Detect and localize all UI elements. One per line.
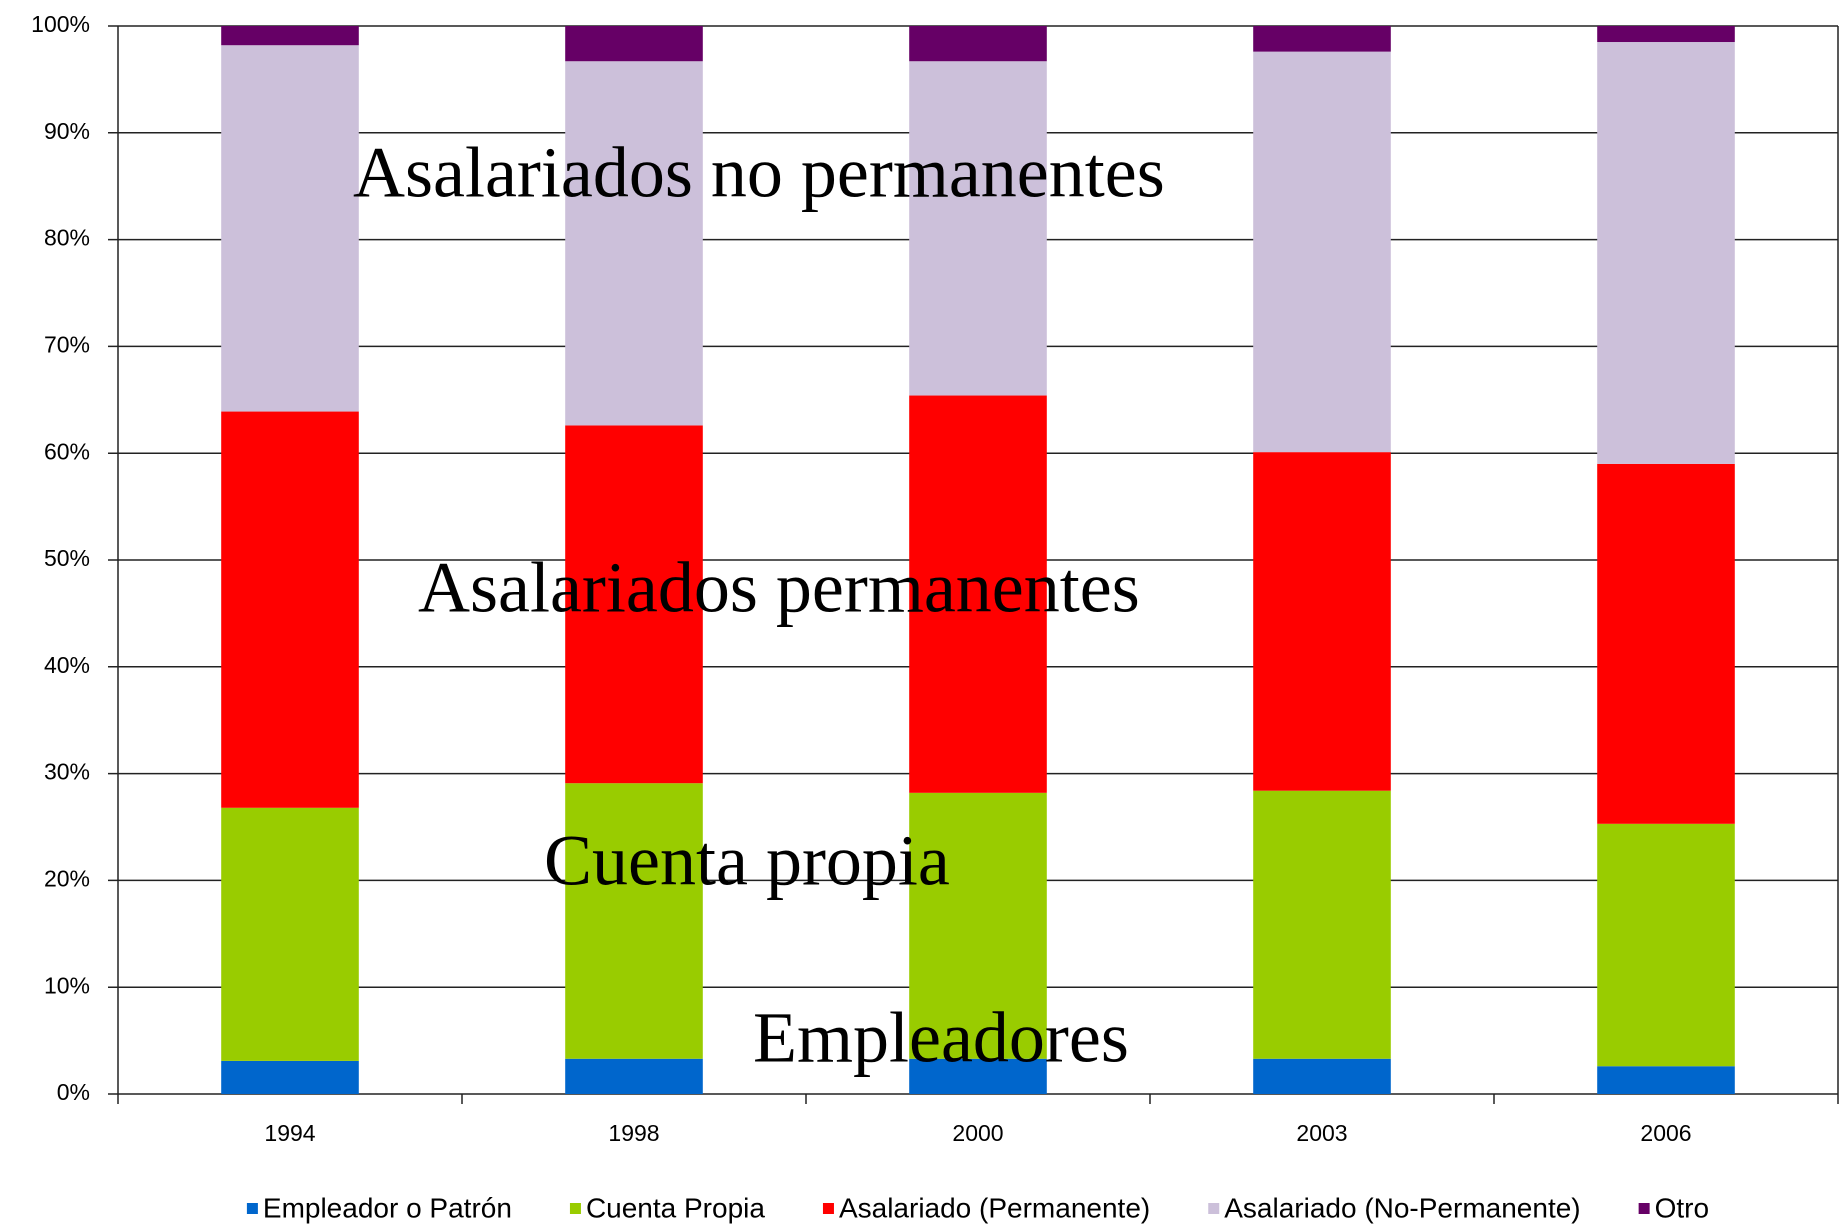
bar-segment [1253,26,1391,52]
bar-segment [565,425,703,784]
bar-segment [565,26,703,62]
bar-segment [221,1060,359,1094]
y-tick-label: 50% [44,545,90,571]
bar-segment [1597,1066,1735,1094]
bar-segment [565,1058,703,1094]
y-tick-label: 70% [44,331,90,357]
annotation: Asalariados permanentes [418,548,1140,628]
bar-segment [1253,51,1391,453]
bar-segment [1597,26,1735,43]
legend-swatch [1638,1203,1650,1214]
y-tick-label: 80% [44,225,90,251]
legend-swatch [1208,1203,1220,1214]
x-tick-label: 2003 [1296,1120,1347,1146]
legend-swatch [822,1203,834,1214]
bar-segment [221,807,359,1061]
x-tick-label: 1994 [264,1120,315,1146]
bar-segment [221,411,359,808]
legend-label: Otro [1655,1192,1709,1223]
bar-segment [909,61,1047,396]
y-tick-label: 40% [44,652,90,678]
annotation: Empleadores [753,998,1129,1078]
bar-segment [1597,823,1735,1067]
bar-segment [1597,42,1735,464]
y-tick-label: 10% [44,972,90,998]
bar-segment [909,395,1047,793]
bar-segment [909,792,1047,1059]
x-tick-label: 2006 [1640,1120,1691,1146]
y-tick-label: 20% [44,865,90,891]
bar-segment [1253,452,1391,791]
x-tick-label: 1998 [608,1120,659,1146]
annotation: Asalariados no permanentes [353,133,1165,213]
bar-segment [565,61,703,426]
bar-segment [909,1058,1047,1094]
bar-segment [221,26,359,46]
y-tick-label: 60% [44,438,90,464]
bar-segment [1253,790,1391,1059]
y-tick-label: 90% [44,118,90,144]
bar-segment [1597,463,1735,824]
legend-label: Asalariado (No-Permanente) [1224,1192,1580,1223]
legend-swatch [569,1203,581,1214]
y-tick-label: 0% [57,1079,90,1105]
annotation: Cuenta propia [544,821,950,901]
legend-swatch [246,1203,258,1214]
legend-label: Empleador o Patrón [263,1192,512,1223]
bar-segment [1253,1058,1391,1094]
bar-segment [565,783,703,1059]
y-tick-label: 30% [44,759,90,785]
bar-segment [221,45,359,412]
y-tick-label: 100% [31,11,90,37]
bar-segment [909,26,1047,62]
x-tick-label: 2000 [952,1120,1003,1146]
legend-label: Asalariado (Permanente) [839,1192,1150,1223]
legend-label: Cuenta Propia [586,1192,765,1223]
